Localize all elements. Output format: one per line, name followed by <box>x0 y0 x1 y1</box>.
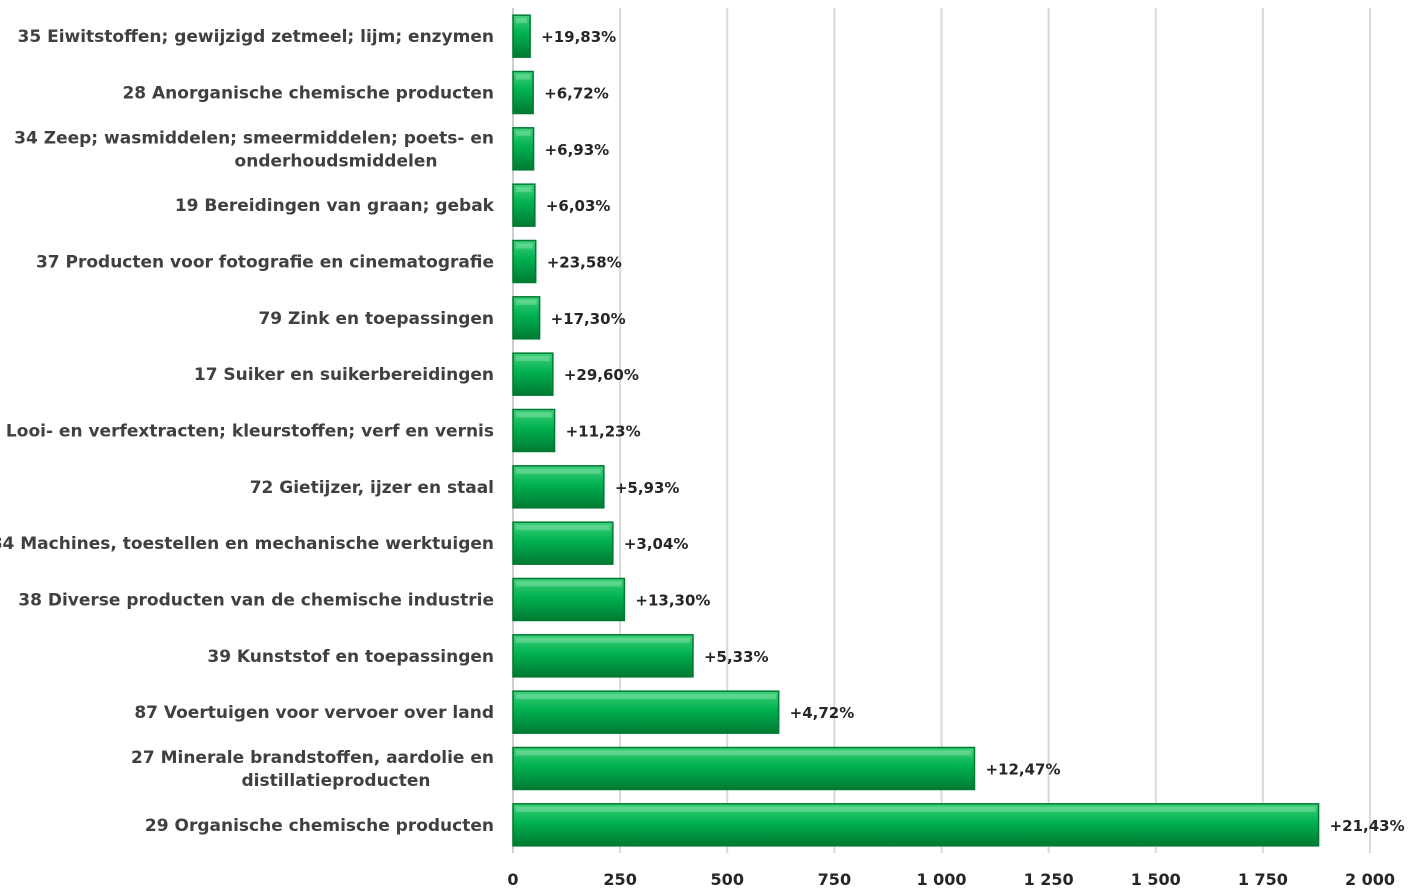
bar-highlight <box>516 637 690 643</box>
bar-highlight <box>516 750 972 756</box>
bar-highlight <box>516 806 1316 812</box>
bar-highlight <box>516 468 601 474</box>
x-tick-label: 0 <box>507 870 518 889</box>
category-label: 17 Suiker en suikerbereidingen <box>194 365 494 385</box>
category-label: 37 Producten voor fotografie en cinemato… <box>36 253 494 273</box>
data-label: +6,93% <box>545 141 610 159</box>
bar <box>512 634 694 678</box>
category-label: 35 Eiwitstoffen; gewijzigd zetmeel; lijm… <box>18 27 495 47</box>
data-label: +5,33% <box>704 648 769 666</box>
data-label: +4,72% <box>790 704 855 722</box>
bar-highlight <box>516 74 531 80</box>
data-label: +19,83% <box>541 28 616 46</box>
bar <box>512 183 536 227</box>
bar <box>512 746 976 791</box>
data-label: +12,47% <box>985 761 1060 779</box>
grid-lines <box>512 8 1371 853</box>
data-labels: +19,83% +6,72% +6,93% +6,03% +23,58% +17,30% +… <box>541 28 1404 835</box>
category-labels: 35 Eiwitstoffen; gewijzigd zetmeel; lijm… <box>0 27 495 836</box>
bar-highlight <box>516 18 528 24</box>
bar <box>512 127 535 171</box>
bar-highlight <box>516 187 532 193</box>
data-label: +11,23% <box>566 423 641 441</box>
category-label: 34 Zeep; wasmiddelen; smeermiddelen; poe… <box>14 128 494 148</box>
bar <box>512 521 614 565</box>
bar <box>512 408 556 453</box>
bar <box>512 577 626 622</box>
x-tick-label: 250 <box>603 870 636 889</box>
bar-highlight <box>516 694 776 700</box>
data-label: +6,03% <box>546 197 611 215</box>
x-tick-label: 1 250 <box>1024 870 1074 889</box>
bar <box>512 239 537 284</box>
data-label: +21,43% <box>1330 817 1405 835</box>
bar-highlight <box>516 130 531 136</box>
data-label: +23,58% <box>547 254 622 272</box>
data-label: +29,60% <box>564 366 639 384</box>
category-label: 84 Machines, toestellen en mechanische w… <box>0 534 494 554</box>
category-label: 29 Organische chemische producten <box>145 816 494 836</box>
bar-highlight <box>516 356 550 362</box>
category-label: 38 Diverse producten van de chemische in… <box>18 591 494 611</box>
bar <box>512 465 605 509</box>
x-tick-label: 2 000 <box>1345 870 1395 889</box>
category-label: 19 Bereidingen van graan; gebak <box>175 196 495 216</box>
data-label: +5,93% <box>615 479 680 497</box>
bars <box>512 14 1320 847</box>
category-label: 79 Zink en toepassingen <box>258 309 494 329</box>
data-label: +13,30% <box>635 592 710 610</box>
bar-highlight <box>516 299 537 305</box>
data-label: +6,72% <box>544 85 609 103</box>
bar-highlight <box>516 581 622 587</box>
category-label: onderhoudsmiddelen <box>235 151 438 171</box>
x-tick-label: 1 750 <box>1238 870 1288 889</box>
x-tick-label: 1 000 <box>916 870 966 889</box>
bar <box>512 803 1320 847</box>
data-label: +17,30% <box>551 310 626 328</box>
bar <box>512 352 554 396</box>
bar-highlight <box>516 243 533 249</box>
bar <box>512 14 531 58</box>
category-label: 27 Minerale brandstoffen, aardolie en <box>131 748 494 768</box>
data-label: +3,04% <box>624 535 689 553</box>
bar-highlight <box>516 525 610 531</box>
bar <box>512 690 780 734</box>
category-label: 87 Voertuigen voor vervoer over land <box>134 703 494 723</box>
category-label: 39 Kunststof en toepassingen <box>207 647 494 667</box>
x-tick-label: 750 <box>818 870 851 889</box>
x-tick-label: 500 <box>711 870 744 889</box>
bar <box>512 70 534 115</box>
category-label: 72 Gietijzer, ijzer en staal <box>250 478 494 498</box>
category-label: distillatieproducten <box>241 771 430 791</box>
bar <box>512 296 541 340</box>
category-label: 28 Anorganische chemische producten <box>122 84 494 104</box>
category-label: 32 Looi- en verfextracten; kleurstoffen;… <box>0 422 494 442</box>
x-tick-label: 1 500 <box>1131 870 1181 889</box>
x-axis-tick-labels: 0 250 500 750 1 000 1 250 1 500 1 750 2 000 <box>507 870 1395 889</box>
bar-highlight <box>516 412 552 418</box>
